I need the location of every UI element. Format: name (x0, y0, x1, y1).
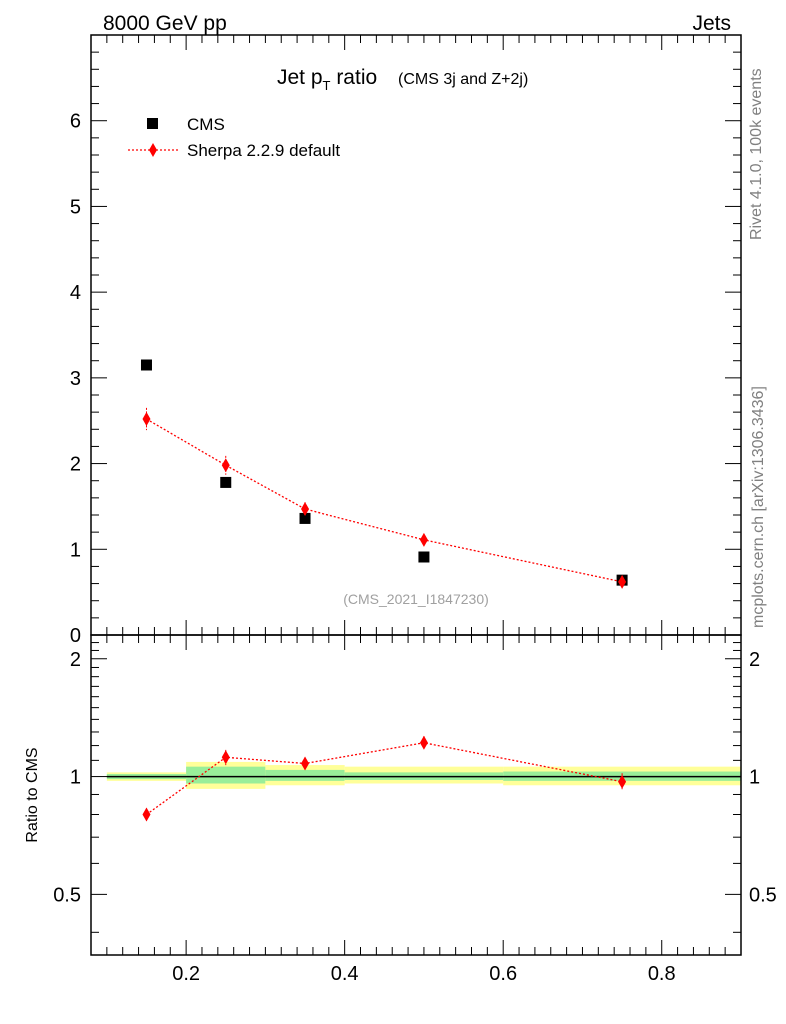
y-tick-label: 1 (70, 539, 81, 561)
main-plot-title-detail: (CMS 3j and Z+2j) (398, 71, 528, 88)
cms-data-point (299, 512, 311, 524)
ratio-y-tick-label: 1 (70, 767, 81, 789)
cms-data-point (220, 476, 232, 488)
ratio-axis-ticks (91, 635, 742, 955)
ratio-y-tick-label: 2 (70, 649, 81, 671)
sherpa-data-point (221, 458, 230, 473)
mcplots-reference-label: mcplots.cern.ch [arXiv:1306.3436] (750, 386, 767, 628)
ratio-y-tick-label: 0.5 (53, 884, 81, 906)
sherpa-data-point (618, 574, 627, 589)
sherpa-data-point (142, 412, 151, 426)
legend-sherpa-label: Sherpa 2.2.9 default (187, 141, 340, 160)
legend-cms-marker (147, 118, 158, 129)
energy-label: 8000 GeV pp (103, 12, 227, 35)
process-label: Jets (692, 12, 731, 35)
y-tick-label: 0 (70, 625, 81, 647)
ratio-panel: Ratio to CMS 0.5 0.5 1 1 2 2 0.2 0.4 0.6 0.8 (24, 634, 777, 985)
ratio-data-point (301, 756, 310, 771)
ratio-data-point (221, 750, 230, 765)
ratio-y-tick-label: 1 (749, 767, 760, 789)
main-y-tick-labels: 0 1 2 3 4 5 6 (70, 111, 81, 647)
rivet-version-label: Rivet 4.1.0, 100k events (748, 68, 765, 240)
ratio-y-tick-label: 2 (749, 649, 760, 671)
legend: CMS Sherpa 2.2.9 default (128, 115, 340, 160)
sherpa-data-point (301, 502, 310, 516)
main-plot-title: Jet pT ratio (277, 66, 377, 93)
ratio-data-point (142, 807, 151, 822)
y-tick-label: 6 (70, 111, 81, 133)
y-tick-label: 4 (70, 282, 81, 304)
ratio-series (142, 735, 627, 822)
y-tick-label: 3 (70, 368, 81, 390)
main-panel: Jet pT ratio (CMS 3j and Z+2j) (CMS_2021… (70, 34, 742, 647)
main-series (140, 359, 628, 589)
ratio-band-inner (265, 769, 345, 781)
legend-cms-label: CMS (187, 115, 225, 134)
x-tick-label: 0.6 (489, 963, 517, 985)
ratio-band-inner (186, 766, 266, 784)
ratio-data-point (419, 735, 428, 750)
main-axis-ticks (91, 34, 742, 636)
x-tick-label: 0.8 (648, 963, 676, 985)
ratio-uncertainty-bands (106, 761, 741, 789)
cms-data-point (418, 551, 430, 563)
ratio-panel-frame (90, 634, 742, 956)
ratio-data-point (618, 774, 627, 789)
sherpa-data-point (419, 532, 428, 547)
x-tick-labels: 0.2 0.4 0.6 0.8 (172, 963, 675, 985)
cms-data-point (140, 359, 152, 371)
x-tick-label: 0.2 (172, 963, 200, 985)
legend-sherpa-marker (149, 143, 157, 157)
sherpa-line (146, 418, 623, 583)
x-tick-label: 0.4 (331, 963, 359, 985)
ratio-y-tick-label: 0.5 (749, 884, 777, 906)
ratio-y-axis-label: Ratio to CMS (24, 747, 41, 842)
ratio-y-tick-labels: 0.5 0.5 1 1 2 2 (53, 649, 777, 907)
y-tick-label: 2 (70, 454, 81, 476)
y-tick-label: 5 (70, 196, 81, 218)
analysis-id-label: (CMS_2021_I1847230) (343, 591, 489, 607)
